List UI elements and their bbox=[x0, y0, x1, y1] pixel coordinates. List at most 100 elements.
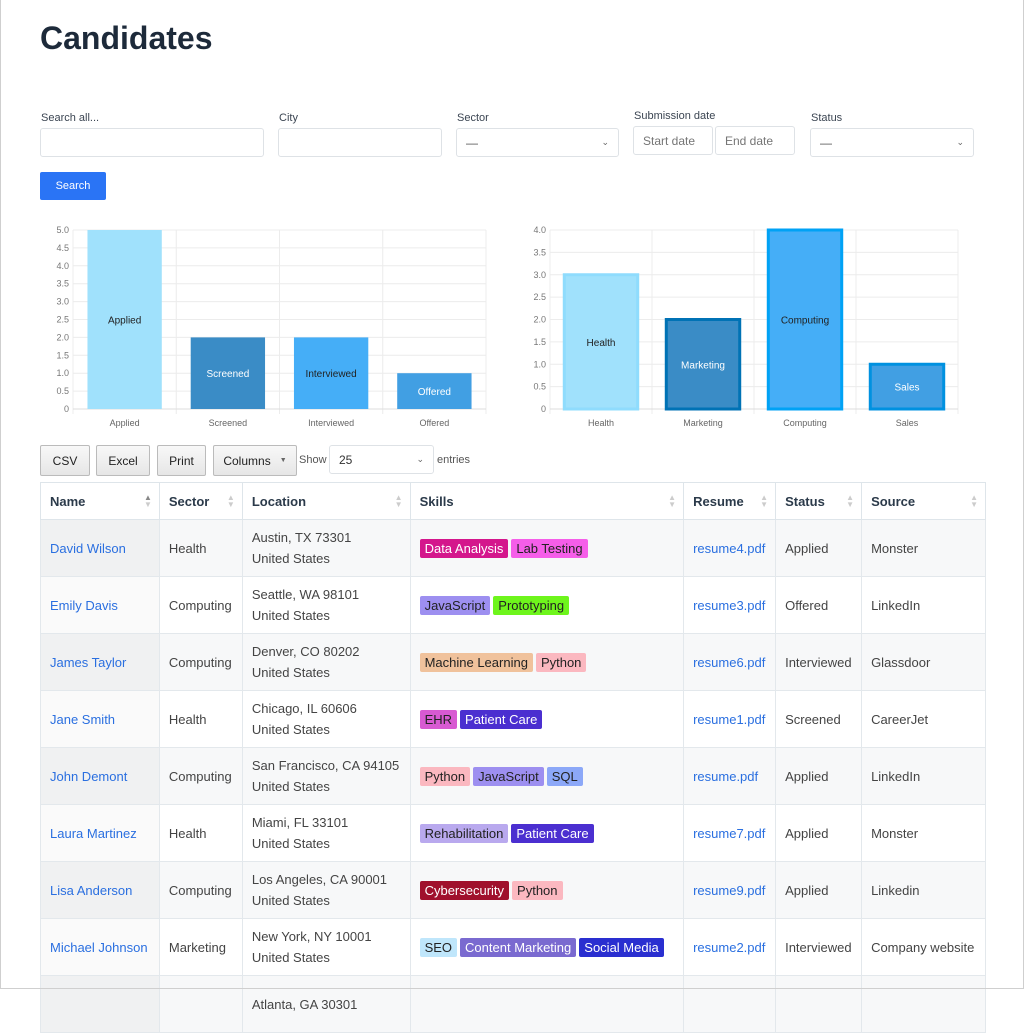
location-cell: Austin, TX 73301 United States bbox=[241, 519, 411, 577]
search-button[interactable]: Search bbox=[40, 172, 106, 200]
entries-label: entries bbox=[437, 454, 471, 466]
location-line2: United States bbox=[251, 779, 330, 794]
candidate-link[interactable]: Lisa Anderson bbox=[50, 882, 133, 898]
resume-cell: resume2.pdf bbox=[683, 918, 777, 976]
column-header-status[interactable]: Status ▲ ▼ bbox=[775, 482, 863, 520]
location-line1: Chicago, IL 60606 bbox=[251, 701, 357, 716]
name-cell bbox=[40, 975, 160, 1033]
columns-button[interactable]: Columns ▼ bbox=[213, 445, 297, 476]
y-tick-label: 2.0 bbox=[533, 315, 546, 325]
resume-link[interactable]: resume1.pdf bbox=[693, 711, 766, 727]
skill-tag: Machine Learning bbox=[419, 652, 533, 672]
x-tick-label: Marketing bbox=[683, 418, 723, 428]
name-cell: David Wilson bbox=[40, 519, 160, 577]
skill-tag: JavaScript bbox=[473, 766, 544, 786]
skill-tag: Patient Care bbox=[511, 823, 594, 843]
bar-interviewed bbox=[293, 337, 369, 409]
header-label: Skills bbox=[419, 493, 454, 509]
sort-icon: ▲ ▼ bbox=[394, 493, 403, 509]
table-row: Michael Johnson Marketing New York, NY 1… bbox=[40, 918, 986, 976]
search-all-input[interactable] bbox=[40, 128, 264, 157]
resume-link[interactable]: resume9.pdf bbox=[693, 882, 766, 898]
resume-link[interactable]: resume4.pdf bbox=[693, 540, 766, 556]
y-tick-label: 0 bbox=[541, 404, 546, 414]
entries-select[interactable]: 25 ⌄ bbox=[329, 445, 434, 474]
location-cell: Miami, FL 33101 United States bbox=[241, 804, 411, 862]
location-cell: Chicago, IL 60606 United States bbox=[241, 690, 411, 748]
y-tick-label: 3.0 bbox=[56, 297, 69, 307]
skills-cell: Python JavaScript SQL bbox=[409, 747, 685, 805]
show-label: Show bbox=[299, 454, 327, 466]
status-cell: Offered bbox=[775, 576, 863, 634]
resume-link[interactable]: resume2.pdf bbox=[693, 939, 766, 955]
sort-icon: ▲ ▼ bbox=[143, 493, 152, 509]
excel-button[interactable]: Excel bbox=[96, 445, 150, 476]
skill-tag: Patient Care bbox=[460, 709, 543, 729]
resume-cell: resume3.pdf bbox=[683, 576, 777, 634]
chevron-down-icon: ⌄ bbox=[416, 454, 424, 464]
bar-applied bbox=[87, 230, 162, 409]
candidate-link[interactable]: Jane Smith bbox=[50, 711, 116, 727]
status-cell: Applied bbox=[775, 804, 863, 862]
skill-tag: SEO bbox=[419, 937, 458, 957]
status-select[interactable]: — ⌄ bbox=[810, 128, 974, 157]
x-tick-label: Applied bbox=[110, 418, 140, 428]
resume-link[interactable]: resume7.pdf bbox=[693, 825, 766, 841]
resume-link[interactable]: resume.pdf bbox=[693, 768, 759, 784]
skills-cell: JavaScript Prototyping bbox=[409, 576, 685, 634]
csv-button[interactable]: CSV bbox=[40, 445, 90, 476]
location-cell: Atlanta, GA 30301 bbox=[241, 975, 411, 1033]
column-header-sector[interactable]: Sector ▲ ▼ bbox=[158, 482, 243, 520]
y-tick-label: 1.5 bbox=[533, 337, 546, 347]
end-date-input[interactable] bbox=[715, 126, 795, 155]
sort-icon: ▲ ▼ bbox=[846, 493, 855, 509]
location-line2: United States bbox=[251, 722, 330, 737]
column-header-skills[interactable]: Skills ▲ ▼ bbox=[409, 482, 685, 520]
skill-tag: Lab Testing bbox=[511, 538, 588, 558]
column-header-source[interactable]: Source ▲ ▼ bbox=[861, 482, 986, 520]
skills-cell: Rehabilitation Patient Care bbox=[409, 804, 685, 862]
location-line1: Denver, CO 80202 bbox=[251, 644, 360, 659]
skills-cell: Cybersecurity Python bbox=[409, 861, 685, 919]
bar-label: Interviewed bbox=[306, 369, 357, 380]
location-cell: Seattle, WA 98101 United States bbox=[241, 576, 411, 634]
header-label: Name bbox=[50, 493, 86, 509]
skill-tag: Content Marketing bbox=[460, 937, 577, 957]
search-all-label: Search all... bbox=[41, 112, 100, 124]
y-tick-label: 4.0 bbox=[56, 261, 69, 271]
candidate-link[interactable]: Laura Martinez bbox=[50, 825, 137, 841]
candidate-link[interactable]: Michael Johnson bbox=[50, 939, 148, 955]
resume-link[interactable]: resume3.pdf bbox=[693, 597, 766, 613]
candidate-link[interactable]: John Demont bbox=[50, 768, 128, 784]
chevron-down-icon: ⌄ bbox=[956, 137, 964, 147]
candidate-link[interactable]: Emily Davis bbox=[50, 597, 118, 613]
candidate-link[interactable]: David Wilson bbox=[50, 540, 126, 556]
bar-computing bbox=[766, 228, 844, 411]
source-cell bbox=[861, 975, 986, 1033]
resume-cell: resume4.pdf bbox=[683, 519, 777, 577]
skills-cell: EHR Patient Care bbox=[409, 690, 685, 748]
column-header-name[interactable]: Name ▲ ▼ bbox=[40, 482, 160, 520]
location-cell: Denver, CO 80202 United States bbox=[241, 633, 411, 691]
city-input[interactable] bbox=[278, 128, 442, 157]
print-button[interactable]: Print bbox=[157, 445, 206, 476]
x-tick-label: Sales bbox=[896, 418, 919, 428]
location-line1: San Francisco, CA 94105 bbox=[251, 758, 400, 773]
x-tick-label: Health bbox=[588, 418, 614, 428]
source-cell: CareerJet bbox=[861, 690, 986, 748]
column-header-resume[interactable]: Resume ▲ ▼ bbox=[683, 482, 777, 520]
header-label: Source bbox=[871, 493, 916, 509]
start-date-input[interactable] bbox=[633, 126, 713, 155]
sector-cell: Computing bbox=[158, 861, 243, 919]
source-cell: Company website bbox=[861, 918, 986, 976]
resume-cell: resume9.pdf bbox=[683, 861, 777, 919]
skill-tag: EHR bbox=[419, 709, 458, 729]
candidates-table: Name ▲ ▼ Sector ▲ ▼ Location ▲ ▼ Skills ▲ ▼ Resume ▲ ▼… bbox=[40, 482, 986, 1033]
resume-cell: resume7.pdf bbox=[683, 804, 777, 862]
sector-select[interactable]: — ⌄ bbox=[456, 128, 619, 157]
column-header-location[interactable]: Location ▲ ▼ bbox=[241, 482, 411, 520]
location-line1: New York, NY 10001 bbox=[251, 929, 372, 944]
resume-link[interactable]: resume6.pdf bbox=[693, 654, 766, 670]
name-cell: Laura Martinez bbox=[40, 804, 160, 862]
candidate-link[interactable]: James Taylor bbox=[50, 654, 127, 670]
